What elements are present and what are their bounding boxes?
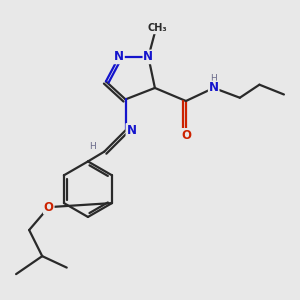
Text: N: N (209, 81, 219, 94)
Text: H: H (210, 74, 216, 83)
Text: O: O (181, 129, 191, 142)
Text: H: H (89, 142, 96, 151)
Text: CH₃: CH₃ (148, 23, 167, 34)
Text: O: O (44, 201, 54, 214)
Text: N: N (126, 124, 136, 137)
Text: N: N (143, 50, 153, 63)
Text: N: N (114, 50, 124, 63)
